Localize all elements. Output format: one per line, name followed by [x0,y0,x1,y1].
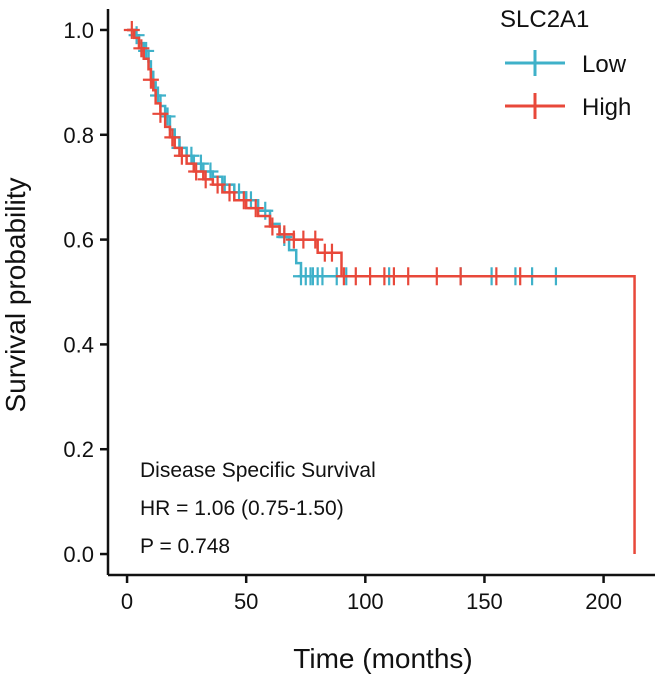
x-tick-label: 0 [121,589,133,614]
legend: SLC2A1 Low High [500,6,631,121]
x-tick-label: 200 [585,589,622,614]
censor-mark [123,20,140,39]
censor-mark [323,243,340,262]
censor-mark [307,230,324,249]
censor-mark [276,225,293,244]
axes-layer: 0.0 0.2 0.4 0.6 0.8 1.0 0 50 100 150 200 [63,9,655,614]
y-tick-label: 0.0 [63,542,94,567]
legend-label: Low [582,51,627,78]
censor-mark [488,267,505,286]
annotation-line-3: P = 0.748 [140,535,230,558]
legend-item-high: High [505,93,631,121]
censor-mark [452,267,469,286]
annotations: Disease Specific Survival HR = 1.06 (0.75… [140,459,376,558]
y-tick-label: 0.2 [63,437,94,462]
censor-mark [142,70,159,89]
y-axis-ticks: 0.0 0.2 0.4 0.6 0.8 1.0 [63,18,108,567]
censor-mark [347,267,364,286]
series-layer [123,20,636,555]
legend-item-low: Low [505,50,627,78]
x-tick-label: 150 [466,589,503,614]
annotation-line-1: Disease Specific Survival [140,459,376,482]
legend-label: High [582,94,631,121]
censor-mark [159,107,176,126]
censor-mark [400,267,417,286]
series-low [127,26,571,286]
censor-mark [209,175,226,194]
x-tick-label: 100 [347,589,384,614]
censor-mark [512,267,529,286]
y-tick-label: 0.8 [63,123,94,148]
x-axis-ticks: 0 50 100 150 200 [121,575,622,614]
y-tick-label: 0.6 [63,228,94,253]
censor-mark [235,191,252,210]
censor-mark [221,183,238,202]
censor-mark [133,39,150,58]
y-tick-label: 1.0 [63,18,94,43]
legend-title: SLC2A1 [500,6,589,33]
censor-mark [197,170,214,189]
censor-mark [247,199,264,218]
survival-curve-low [127,28,571,278]
censor-mark [264,217,281,236]
censor-mark [428,267,445,286]
censor-mark [314,267,331,286]
censor-mark [362,267,379,286]
survival-curve-high [127,28,636,555]
censor-mark [150,86,167,105]
censor-mark [152,104,169,123]
annotation-line-2: HR = 1.06 (0.75-1.50) [140,497,344,520]
censor-mark [188,162,205,181]
series-high [123,20,636,555]
x-axis-title: Time (months) [293,643,472,674]
censor-mark [173,146,190,165]
censor-mark [164,128,181,147]
y-tick-label: 0.4 [63,332,94,357]
censor-mark [385,267,402,286]
x-tick-label: 50 [234,589,258,614]
y-axis-title: Survival probability [0,178,31,413]
